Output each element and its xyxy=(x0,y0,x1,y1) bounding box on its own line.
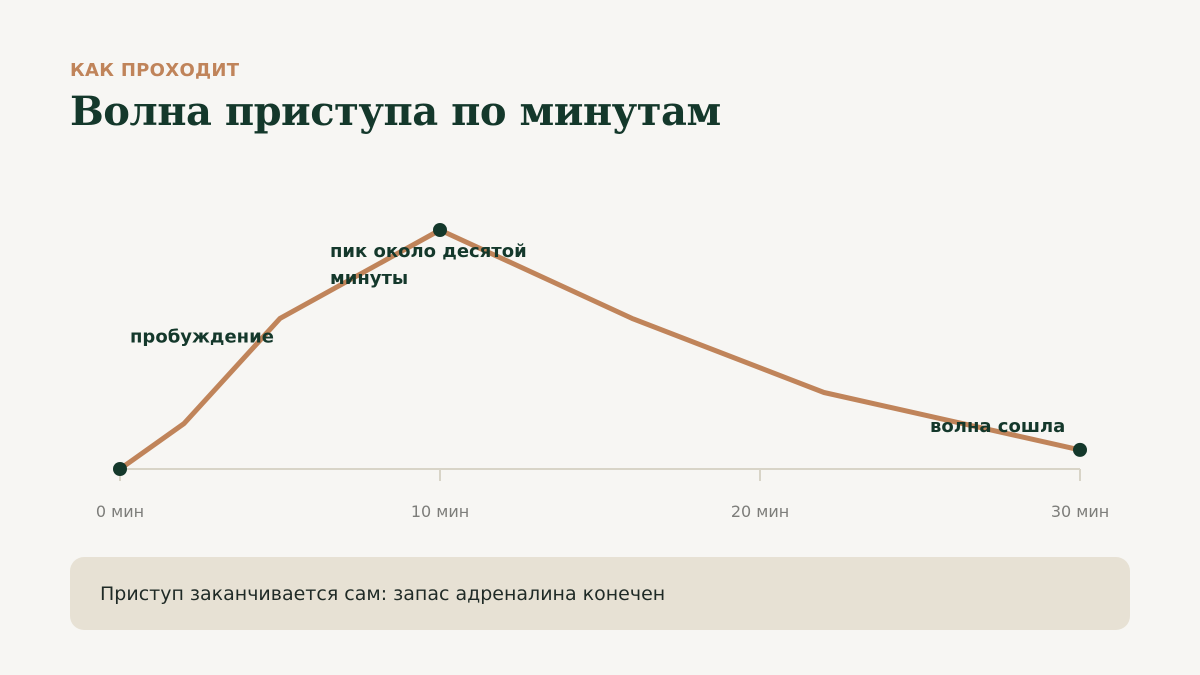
annotation-line: волна сошла xyxy=(930,416,1065,437)
summary-note-text: Приступ заканчивается сам: запас адренал… xyxy=(100,582,666,605)
annotation-label: пробуждение xyxy=(130,326,274,347)
marker-layer xyxy=(113,223,1087,476)
annotation-line: минуты xyxy=(330,268,408,289)
x-tick-label: 20 мин xyxy=(731,502,789,521)
eyebrow-label: КАК ПРОХОДИТ xyxy=(70,60,240,81)
x-tick-label: 0 мин xyxy=(96,502,144,521)
annotation-label: пик около десятой минуты xyxy=(330,241,527,289)
page-title: Волна приступа по минутам xyxy=(70,88,721,135)
line-chart: 0 мин 10 мин 20 мин 30 мин пробуждение пик о… xyxy=(96,223,1109,521)
data-point-marker xyxy=(1073,442,1087,457)
x-axis: 0 мин 10 мин 20 мин 30 мин xyxy=(96,468,1109,521)
annotation-layer: пробуждение пик около десятой минуты волна … xyxy=(130,241,1065,437)
x-tick-label: 30 мин xyxy=(1051,502,1109,521)
data-point-marker xyxy=(433,223,447,237)
annotation-label: волна сошла xyxy=(930,416,1065,437)
data-point-marker xyxy=(113,462,127,476)
annotation-line: пик около десятой xyxy=(330,241,527,262)
x-tick-label: 10 мин xyxy=(411,502,469,521)
summary-note: Приступ заканчивается сам: запас адренал… xyxy=(70,557,1130,630)
annotation-line: пробуждение xyxy=(130,326,274,347)
